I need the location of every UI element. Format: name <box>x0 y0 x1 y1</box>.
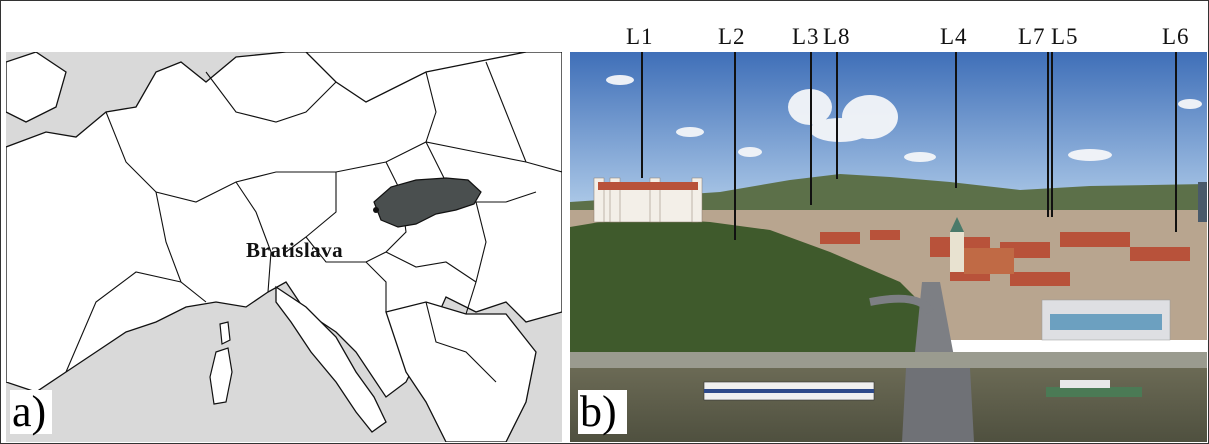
scandinavia-shape <box>305 52 527 103</box>
location-label-l3: L3 <box>792 24 820 49</box>
italy-shape <box>275 285 387 433</box>
castle-hill <box>570 217 930 352</box>
river-boat <box>1046 380 1142 397</box>
location-label-l2: L2 <box>718 24 746 49</box>
uk-shape <box>6 52 67 123</box>
castle <box>593 177 703 223</box>
location-label-l4: L4 <box>940 24 968 49</box>
balkan-shape <box>385 301 537 442</box>
city-label: Bratislava <box>246 238 344 262</box>
panel-label-b: b) <box>578 390 627 434</box>
location-label-l8: L8 <box>823 24 851 49</box>
location-label-l1: L1 <box>626 24 654 49</box>
europe-map: Bratislava <box>6 52 562 442</box>
clouds <box>606 75 1202 162</box>
location-label-l6: L6 <box>1162 24 1190 49</box>
location-label-l5: L5 <box>1051 24 1079 49</box>
location-lines <box>641 52 1177 240</box>
panel-label-a: a) <box>10 390 53 434</box>
location-label-l7: L7 <box>1018 24 1046 49</box>
river-boat <box>703 381 875 401</box>
map-drawing <box>6 52 562 442</box>
photo-drawing <box>570 52 1207 442</box>
island-shape <box>219 321 231 345</box>
river <box>570 368 1207 442</box>
embankment <box>570 352 1207 368</box>
country-borders <box>65 61 562 383</box>
bratislava-marker <box>373 207 379 213</box>
island-shape <box>209 347 233 405</box>
slovakia-highlight <box>373 177 482 228</box>
city-photo <box>570 52 1207 442</box>
cathedral <box>950 217 1014 274</box>
bridge <box>902 368 974 442</box>
